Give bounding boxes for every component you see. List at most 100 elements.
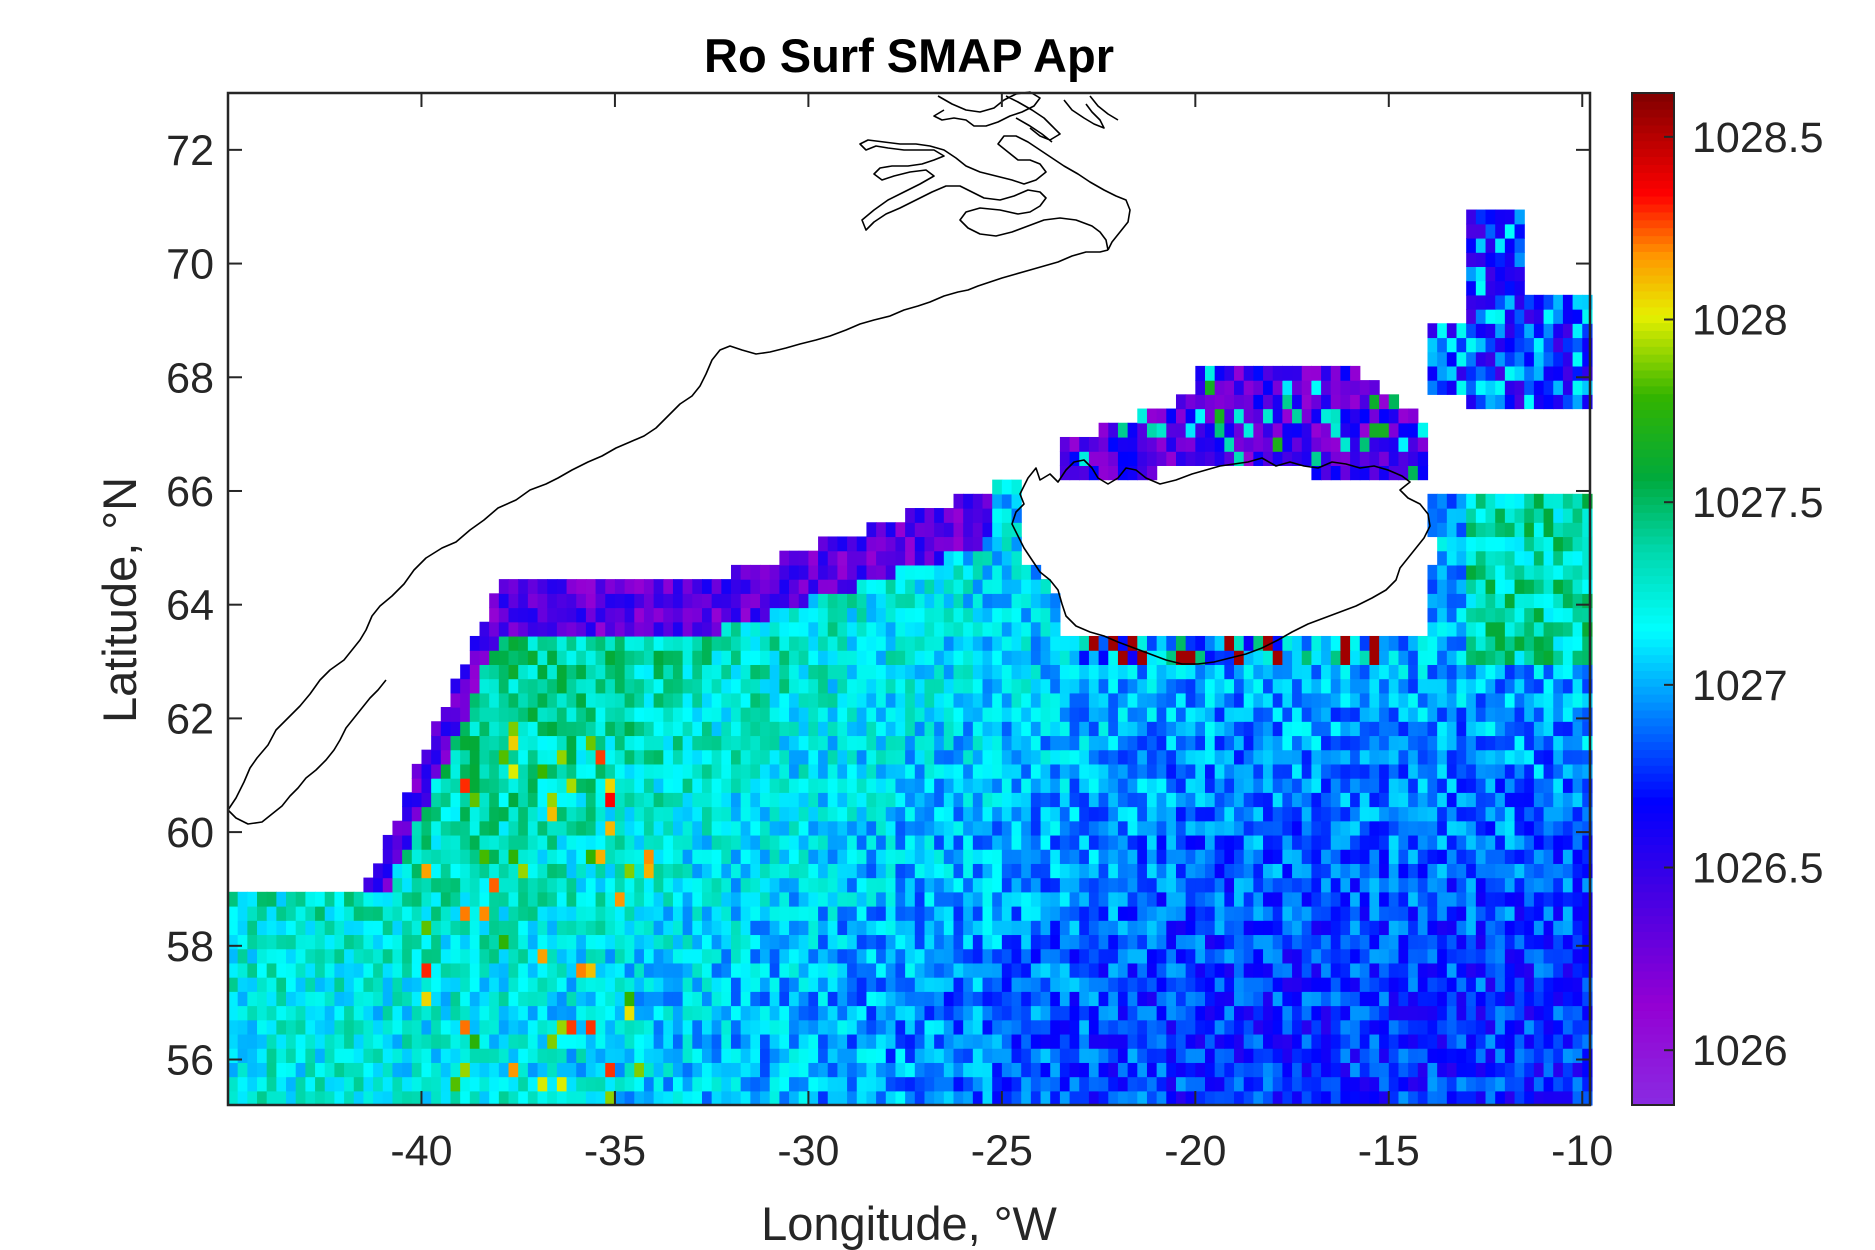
heatmap-cell <box>1388 991 1400 1007</box>
heatmap-cell <box>614 934 626 950</box>
heatmap-cell <box>1292 678 1303 694</box>
heatmap-cell <box>1446 1062 1458 1078</box>
heatmap-cell <box>1475 906 1487 921</box>
heatmap-cell <box>837 806 848 822</box>
heatmap-cell <box>701 735 713 751</box>
heatmap-cell <box>1437 849 1448 864</box>
heatmap-cell <box>885 934 897 950</box>
heatmap-cell <box>1117 735 1129 751</box>
heatmap-cell <box>1466 977 1477 992</box>
heatmap-cell <box>605 977 616 992</box>
heatmap-cell <box>818 536 829 552</box>
heatmap-cell <box>450 1033 461 1049</box>
heatmap-cell <box>1379 465 1390 481</box>
heatmap-cell <box>547 1062 558 1078</box>
heatmap-cell <box>963 820 974 836</box>
heatmap-cell <box>556 650 568 665</box>
heatmap-cell <box>518 1076 529 1092</box>
heatmap-cell <box>1224 394 1235 410</box>
heatmap-cell <box>1446 621 1458 637</box>
heatmap-cell <box>798 721 809 737</box>
heatmap-cell <box>1456 877 1467 893</box>
heatmap-cell <box>1514 1062 1525 1078</box>
heatmap-cell <box>353 934 365 950</box>
heatmap-cell <box>315 977 326 992</box>
heatmap-cell <box>1379 735 1390 751</box>
heatmap-cell <box>1079 778 1090 793</box>
heatmap-cell <box>1456 564 1467 580</box>
heatmap-cell <box>895 792 906 808</box>
heatmap-cell <box>934 607 945 623</box>
heatmap-cell <box>1427 977 1438 992</box>
heatmap-cell <box>1127 849 1138 864</box>
heatmap-cell <box>247 948 258 964</box>
heatmap-cell <box>295 1062 306 1078</box>
heatmap-cell <box>750 621 761 637</box>
heatmap-cell <box>943 508 955 523</box>
heatmap-cell <box>1543 834 1554 850</box>
heatmap-cell <box>1533 1033 1545 1049</box>
heatmap-cell <box>518 920 529 936</box>
heatmap-cell <box>1272 962 1283 978</box>
heatmap-cell <box>1456 1048 1467 1063</box>
heatmap-cell <box>585 820 597 836</box>
heatmap-cell <box>663 778 674 793</box>
heatmap-cell <box>1582 650 1593 665</box>
heatmap-cell <box>1359 849 1371 864</box>
heatmap-cell <box>1253 977 1264 992</box>
heatmap-cell <box>740 1062 751 1078</box>
heatmap-cell <box>1321 1076 1332 1092</box>
heatmap-cell <box>837 977 848 992</box>
heatmap-cell <box>1582 806 1593 822</box>
heatmap-cell <box>1098 849 1109 864</box>
heatmap-cell <box>1340 451 1351 466</box>
heatmap-cell <box>672 834 684 850</box>
heatmap-cell <box>963 721 974 737</box>
heatmap-cell <box>1350 948 1361 964</box>
heatmap-cell <box>1243 707 1254 722</box>
heatmap-cell <box>711 579 722 594</box>
heatmap-cell <box>1359 678 1371 694</box>
heatmap-cell <box>1582 692 1593 708</box>
heatmap-cell <box>392 1062 403 1078</box>
heatmap-cell <box>1408 451 1419 466</box>
heatmap-cell <box>924 593 935 609</box>
heatmap-cell <box>779 977 790 992</box>
heatmap-cell <box>1117 1048 1129 1063</box>
heatmap-cell <box>1321 664 1332 680</box>
heatmap-cell <box>721 635 732 651</box>
heatmap-cell <box>1408 650 1419 665</box>
heatmap-cell <box>1456 1005 1467 1021</box>
heatmap-cell <box>276 1048 287 1063</box>
heatmap-cell <box>721 863 732 879</box>
heatmap-cell <box>469 1019 481 1035</box>
heatmap-cell <box>653 735 664 751</box>
heatmap-cell <box>392 948 403 964</box>
heatmap-cell <box>1466 579 1477 594</box>
heatmap-cell <box>566 692 577 708</box>
heatmap-cell <box>1001 778 1013 793</box>
heatmap-cell <box>1437 735 1448 751</box>
heatmap-cell <box>895 863 906 879</box>
heatmap-cell <box>1475 1005 1487 1021</box>
heatmap-cell <box>934 692 945 708</box>
heatmap-cell <box>798 1090 809 1106</box>
heatmap-cell <box>228 1005 239 1021</box>
heatmap-cell <box>1572 550 1583 566</box>
heatmap-cell <box>885 962 897 978</box>
heatmap-cell <box>1369 891 1380 907</box>
heatmap-cell <box>1321 906 1332 921</box>
heatmap-cell <box>847 692 858 708</box>
heatmap-cell <box>1379 991 1390 1007</box>
heatmap-cell <box>769 849 780 864</box>
heatmap-cell <box>1514 692 1525 708</box>
heatmap-cell <box>1446 934 1458 950</box>
heatmap-cell <box>1175 1076 1187 1092</box>
heatmap-cell <box>1456 991 1467 1007</box>
heatmap-cell <box>595 962 606 978</box>
heatmap-cell <box>818 707 829 722</box>
heatmap-cell <box>1098 863 1109 879</box>
heatmap-cell <box>498 1005 510 1021</box>
heatmap-cell <box>1456 621 1467 637</box>
heatmap-cell <box>760 834 771 850</box>
